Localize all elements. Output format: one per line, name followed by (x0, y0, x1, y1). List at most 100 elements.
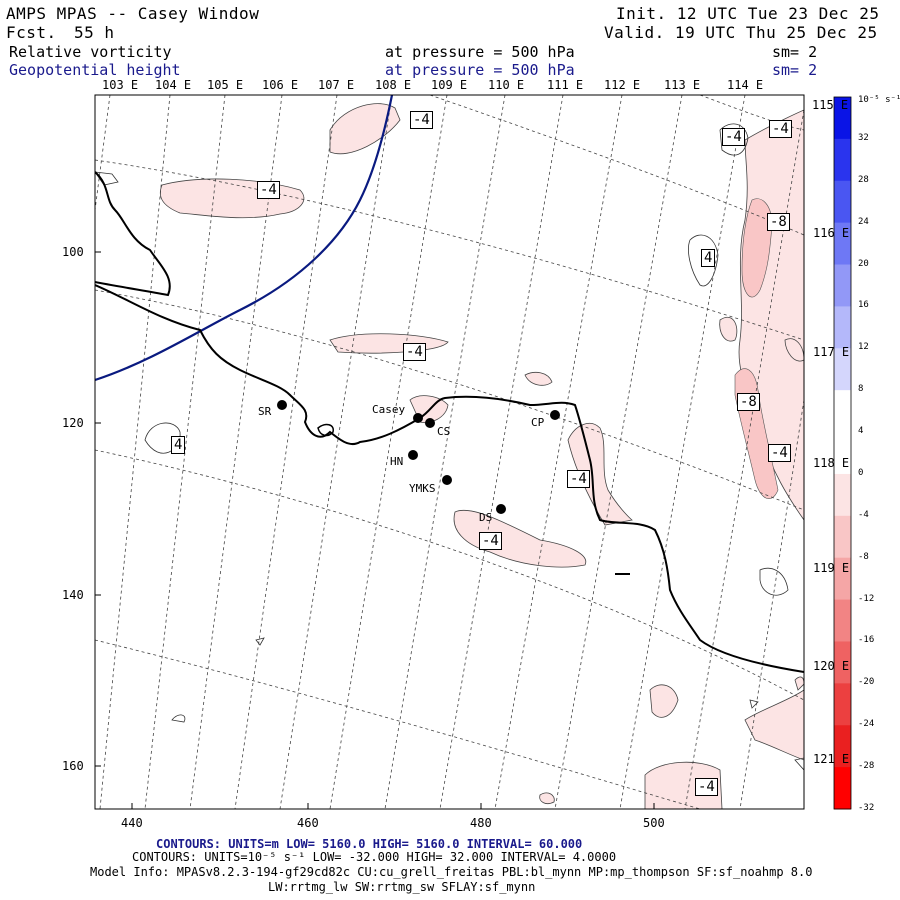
field-2-pressure: at pressure = 500 hPa (385, 61, 575, 79)
y-tick-label: 100 (62, 245, 84, 259)
lon-label-right: 117 E (813, 345, 850, 359)
colorbar-tick-label: 24 (858, 216, 869, 227)
y-tick-label: 140 (62, 588, 84, 602)
contour-label: -4 (479, 532, 502, 550)
geopotential-contour (95, 95, 394, 382)
station-label-sr: SR (258, 405, 272, 418)
lon-label-top: 106 E (262, 78, 299, 92)
forecast-hour: 55 h (74, 23, 115, 42)
station-marker-cp (550, 410, 560, 420)
lon-label-top: 104 E (155, 78, 192, 92)
colorbar-tick-label: -32 (858, 803, 875, 813)
colorbar-band (834, 222, 851, 266)
station-markers (277, 400, 560, 514)
colorbar-band (834, 767, 851, 810)
lon-label-top: 109 E (431, 78, 468, 92)
contour-label: 4 (701, 249, 716, 267)
lon-label-right: 121 E (813, 752, 850, 766)
x-tick-label: 500 (643, 816, 665, 830)
colorbar-tick-label: 0 (858, 467, 864, 478)
colorbar-tick-label: 28 (858, 174, 869, 185)
station-marker-sr (277, 400, 287, 410)
station-marker-hn (408, 450, 418, 460)
colorbar-tick-label: 8 (858, 384, 864, 395)
colorbar-tick-label: -12 (858, 593, 875, 604)
colorbar-band (834, 641, 851, 684)
footer-model-info-2: LW:rrtmg_lw SW:rrtmg_sw SFLAY:sf_mynn (268, 880, 536, 894)
contour-label: -4 (403, 343, 426, 361)
lon-label-top: 103 E (102, 78, 139, 92)
lon-label-top: 107 E (318, 78, 355, 92)
colorbar-band (834, 432, 851, 475)
footer-vorticity-contours: CONTOURS: UNITS=10⁻⁵ s⁻¹ LOW= -32.000 HI… (132, 850, 617, 864)
colorbar-tick-label: -16 (858, 635, 875, 646)
plot-frame (94, 94, 805, 810)
station-label-ymks: YMKS (409, 482, 436, 495)
station-label-cp: CP (531, 416, 545, 429)
field-1-pressure: at pressure = 500 hPa (385, 43, 575, 61)
x-tick-label: 460 (297, 816, 319, 830)
colorbar-band (834, 390, 851, 433)
field-1-smoothing: sm= 2 (772, 43, 818, 61)
colorbar-tick-label: 32 (858, 132, 869, 143)
colorbar-band (834, 306, 851, 349)
graticule (95, 95, 804, 809)
colorbar-tick-label: -24 (858, 719, 875, 730)
station-label-ds: DS (479, 511, 493, 524)
contour-label: 4 (171, 436, 186, 454)
contour-label: -4 (695, 778, 718, 796)
vorticity-shading (159, 103, 804, 809)
lon-label-top: 105 E (207, 78, 244, 92)
colorbar-tick-label: 16 (858, 300, 869, 311)
contour-label: -4 (257, 181, 280, 199)
model-title: AMPS MPAS -- Casey Window (6, 4, 260, 23)
contour-label: -4 (722, 128, 745, 146)
station-marker-cs (425, 418, 435, 428)
axis-ticks (95, 251, 655, 809)
lon-label-top: 111 E (547, 78, 584, 92)
footer-model-info: Model Info: MPASv8.2.3-194-gf29cd82c CU:… (90, 865, 813, 879)
colorbar-band (834, 473, 851, 517)
y-tick-label: 160 (62, 759, 84, 773)
contour-label: -4 (567, 470, 590, 488)
colorbar-band (834, 348, 851, 391)
colorbar-band (834, 725, 851, 768)
colorbar-band (834, 264, 851, 307)
colorbar-tick-label: 4 (858, 426, 864, 437)
vorticity-contours (95, 123, 804, 771)
x-tick-label: 480 (470, 816, 492, 830)
lon-label-top: 108 E (375, 78, 412, 92)
station-label-casey: Casey (372, 403, 406, 416)
y-tick-label: 120 (62, 416, 84, 430)
footer-height-contours: CONTOURS: UNITS=m LOW= 5160.0 HIGH= 5160… (156, 837, 583, 851)
colorbar-unit: 10⁻⁵ s⁻¹ (858, 95, 900, 105)
lon-label-right: 116 E (813, 226, 850, 240)
colorbar-band (834, 515, 851, 559)
colorbar-tick-label: 20 (858, 258, 869, 269)
colorbar-band (834, 180, 851, 224)
lon-label-right: 118 E (813, 456, 850, 470)
field-2-smoothing: sm= 2 (772, 61, 818, 79)
lon-label-top: 110 E (488, 78, 525, 92)
colorbar-tick-label: -8 (858, 551, 869, 562)
contour-label: -8 (737, 393, 760, 411)
colorbar (834, 97, 851, 810)
colorbar-tick-label: -28 (858, 761, 875, 772)
forecast-label: Fcst. (6, 23, 57, 42)
lon-label-top: 114 E (727, 78, 764, 92)
lon-label-right: 115 E (812, 98, 849, 112)
colorbar-band (834, 683, 851, 726)
station-label-hn: HN (390, 455, 404, 468)
init-time: Init. 12 UTC Tue 23 Dec 25 (616, 4, 880, 23)
lon-label-top: 113 E (664, 78, 701, 92)
station-label-cs: CS (437, 425, 451, 438)
field-1-name: Relative vorticity (9, 43, 172, 61)
coastline (95, 171, 804, 673)
station-marker-ds (496, 504, 506, 514)
lon-label-top: 112 E (604, 78, 641, 92)
x-tick-label: 440 (121, 816, 143, 830)
station-marker-casey (413, 413, 423, 423)
contour-label: -4 (769, 120, 792, 138)
colorbar-tick-label: 12 (858, 342, 869, 353)
